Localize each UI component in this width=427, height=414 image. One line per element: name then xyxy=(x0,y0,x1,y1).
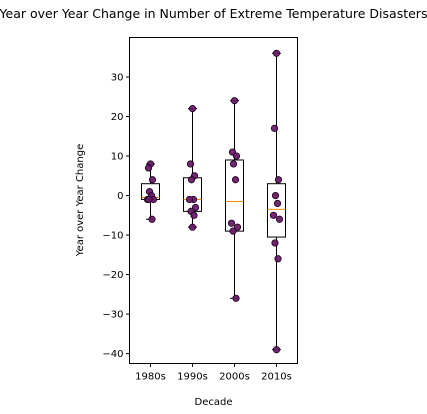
data-point xyxy=(270,124,279,132)
data-point xyxy=(275,215,284,223)
data-point xyxy=(187,176,196,184)
y-tick-label: −30 xyxy=(102,310,123,321)
x-tick-label: 1990s xyxy=(177,372,208,383)
data-point xyxy=(230,97,239,105)
data-point xyxy=(233,223,242,231)
data-point xyxy=(229,160,238,168)
y-tick-label: −10 xyxy=(102,231,123,242)
data-point xyxy=(231,176,240,184)
box-body xyxy=(267,183,286,238)
data-point xyxy=(272,346,281,354)
data-point xyxy=(185,195,194,204)
data-point xyxy=(148,215,156,223)
x-axis-label: Decade xyxy=(195,397,233,408)
y-tick-label: 20 xyxy=(111,112,124,123)
data-point xyxy=(271,191,280,200)
x-tick-label: 1980s xyxy=(135,372,166,383)
y-axis-label: Year over Year Change xyxy=(75,144,86,257)
data-point xyxy=(188,105,197,113)
data-points xyxy=(143,49,284,354)
data-point xyxy=(269,211,278,219)
data-point xyxy=(227,219,236,227)
data-point xyxy=(188,223,197,231)
y-tick-label: 10 xyxy=(111,152,124,163)
data-point xyxy=(274,255,282,263)
data-point xyxy=(191,203,200,212)
data-point xyxy=(232,294,240,302)
data-point xyxy=(274,176,283,184)
x-tick-label: 2010s xyxy=(261,372,292,383)
data-point xyxy=(145,195,153,204)
data-point xyxy=(144,164,153,172)
y-axis: 30 20 10 0 −10 −20 −30 −40 xyxy=(102,73,130,360)
data-point xyxy=(186,160,195,168)
data-point xyxy=(271,239,279,247)
data-point xyxy=(232,152,241,160)
x-axis: 1980s 1990s 2000s 2010s xyxy=(135,363,292,383)
data-point xyxy=(148,176,157,184)
data-point xyxy=(272,49,281,57)
plot-area xyxy=(129,37,298,364)
y-tick-label: −40 xyxy=(102,349,123,360)
data-point xyxy=(229,227,237,235)
y-tick-label: 30 xyxy=(111,73,124,84)
y-tick-label: 0 xyxy=(117,191,123,202)
data-point xyxy=(190,211,198,219)
y-tick-label: −20 xyxy=(102,270,123,281)
data-point xyxy=(273,199,282,208)
chart-title: Year over Year Change in Number of Extre… xyxy=(0,6,427,21)
x-tick-label: 2000s xyxy=(219,372,250,383)
